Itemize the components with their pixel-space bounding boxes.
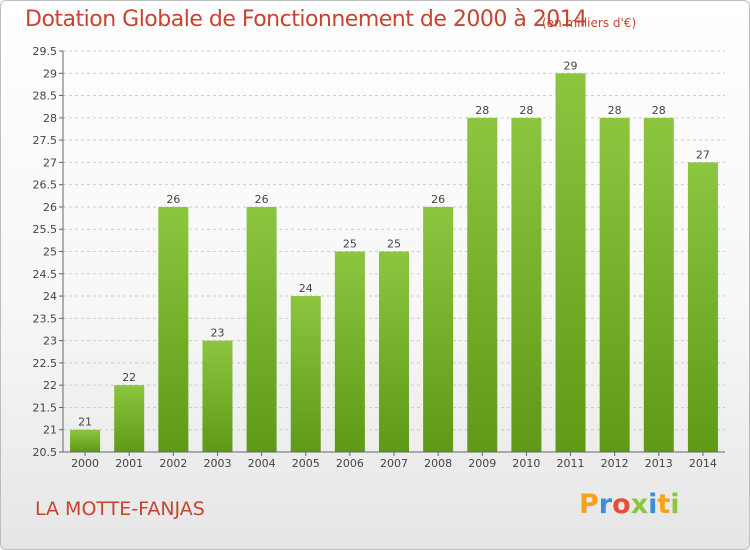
bar: [202, 340, 233, 452]
bar: [246, 206, 277, 452]
x-tick-label: 2005: [292, 457, 320, 470]
logo-letter: i: [670, 489, 680, 520]
bar: [334, 251, 365, 452]
data-label: 26: [166, 193, 180, 206]
y-tick-label: 22: [43, 379, 57, 392]
data-label: 25: [343, 238, 357, 251]
y-tick-label: 26: [43, 201, 57, 214]
data-label: 26: [431, 193, 445, 206]
logo-letter: P: [579, 489, 599, 520]
bar: [378, 251, 410, 452]
data-label: 29: [564, 59, 578, 72]
data-label: 28: [519, 104, 533, 117]
logo-letter: x: [630, 489, 649, 520]
commune-name: LA MOTTE-FANJAS: [35, 498, 205, 520]
logo-letter: r: [598, 489, 613, 520]
y-tick-label: 25: [43, 246, 57, 259]
y-tick-label: 27.5: [33, 134, 58, 147]
y-tick-label: 21: [43, 424, 57, 437]
data-label: 25: [387, 238, 401, 251]
x-tick-label: 2009: [468, 457, 496, 470]
x-tick-label: 2006: [336, 457, 364, 470]
bar: [599, 117, 630, 452]
y-tick-label: 20.5: [33, 446, 58, 459]
x-tick-label: 2008: [424, 457, 452, 470]
bar: [687, 162, 718, 452]
y-tick-label: 21.5: [33, 401, 58, 414]
x-tick-label: 2000: [71, 457, 99, 470]
proxiti-logo: Proxiti: [579, 489, 680, 520]
bar: [70, 429, 101, 452]
y-tick-label: 29: [43, 67, 57, 80]
y-tick-label: 24.5: [33, 268, 58, 281]
data-label: 22: [122, 371, 136, 384]
data-label: 23: [210, 327, 224, 340]
x-tick-label: 2010: [512, 457, 540, 470]
x-tick-label: 2004: [248, 457, 276, 470]
x-tick-label: 2003: [203, 457, 231, 470]
y-tick-label: 24: [43, 290, 57, 303]
y-tick-label: 28.5: [33, 90, 58, 103]
x-tick-label: 2002: [159, 457, 187, 470]
bar: [290, 296, 321, 452]
x-tick-label: 2007: [380, 457, 408, 470]
data-label: 28: [652, 104, 666, 117]
chart-subtitle: (en milliers d'€): [542, 16, 637, 30]
data-label: 21: [78, 416, 92, 429]
bar: [511, 117, 542, 452]
bar: [555, 73, 586, 453]
bar: [643, 117, 674, 452]
y-tick-label: 22.5: [33, 357, 58, 370]
data-label: 28: [608, 104, 622, 117]
bar: [467, 117, 498, 452]
data-label: 27: [696, 148, 710, 161]
bar: [114, 385, 145, 452]
y-tick-label: 27: [43, 156, 57, 169]
bar: [158, 206, 189, 452]
y-tick-label: 28: [43, 112, 57, 125]
y-tick-label: 26.5: [33, 179, 58, 192]
chart-title: Dotation Globale de Fonctionnement de 20…: [25, 7, 587, 32]
data-label: 24: [299, 282, 313, 295]
x-tick-label: 2013: [645, 457, 673, 470]
x-tick-label: 2011: [557, 457, 585, 470]
y-tick-label: 23: [43, 335, 57, 348]
x-tick-label: 2001: [115, 457, 143, 470]
y-tick-label: 23.5: [33, 312, 58, 325]
x-tick-label: 2012: [601, 457, 629, 470]
y-tick-label: 25.5: [33, 223, 58, 236]
bar: [423, 206, 454, 452]
data-label: 26: [255, 193, 269, 206]
logo-letter: i: [648, 489, 658, 520]
logo-letter: t: [657, 489, 671, 520]
logo-letter: o: [612, 489, 631, 520]
y-tick-label: 29.5: [33, 45, 58, 58]
x-tick-label: 2014: [689, 457, 717, 470]
data-label: 28: [475, 104, 489, 117]
